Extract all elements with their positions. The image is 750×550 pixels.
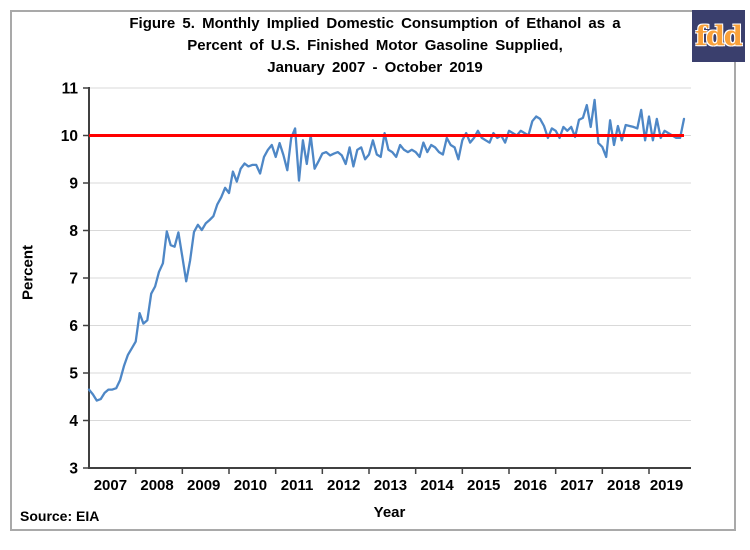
chart-title: Figure 5. Monthly Implied Domestic Consu…: [0, 13, 750, 79]
svg-text:9: 9: [69, 176, 78, 193]
svg-text:2017: 2017: [560, 477, 593, 494]
svg-text:3: 3: [69, 461, 78, 478]
svg-text:4: 4: [69, 413, 78, 430]
svg-text:2013: 2013: [374, 477, 407, 494]
svg-text:7: 7: [69, 271, 78, 288]
svg-text:2018: 2018: [607, 477, 640, 494]
svg-text:2007: 2007: [94, 477, 127, 494]
svg-text:11: 11: [62, 81, 79, 98]
svg-text:8: 8: [69, 223, 78, 240]
chart-title-line-1: Figure 5. Monthly Implied Domestic Consu…: [129, 15, 621, 32]
fdd-logo: fdd: [692, 10, 745, 62]
svg-text:10: 10: [61, 128, 78, 145]
fdd-logo-text: fdd: [695, 20, 742, 52]
x-axis-title: Year: [373, 504, 406, 521]
svg-text:6: 6: [69, 318, 78, 335]
svg-text:2012: 2012: [327, 477, 360, 494]
svg-text:2015: 2015: [467, 477, 500, 494]
figure-border: [10, 10, 736, 531]
svg-text:2014: 2014: [420, 477, 454, 494]
chart-title-line-3: January 2007 - October 2019: [267, 59, 483, 76]
svg-text:2010: 2010: [234, 477, 267, 494]
ethanol-share-line: [87, 98, 686, 402]
svg-text:2008: 2008: [140, 477, 173, 494]
svg-text:5: 5: [69, 366, 78, 383]
svg-text:2019: 2019: [650, 477, 683, 494]
svg-text:2016: 2016: [514, 477, 547, 494]
y-axis-title: Percent: [19, 244, 37, 301]
chart-title-line-2: Percent of U.S. Finished Motor Gasoline …: [187, 37, 563, 54]
source-note: Source: EIA: [20, 508, 100, 524]
svg-text:2011: 2011: [281, 477, 314, 494]
svg-text:2009: 2009: [187, 477, 220, 494]
